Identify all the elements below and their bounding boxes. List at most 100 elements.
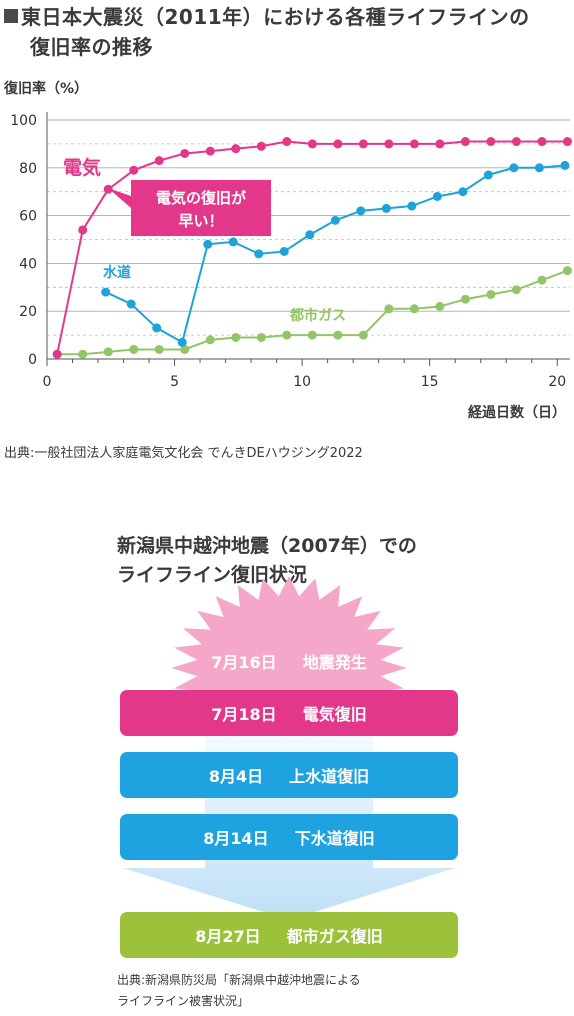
timeline-title-line1: 新潟県中越沖地震（2007年）での xyxy=(117,535,417,557)
title-square-icon xyxy=(4,9,18,23)
data-point xyxy=(511,137,521,147)
x-tick-label: 10 xyxy=(293,374,311,390)
chart-title-line1: 東日本大震災（2011年）における各種ライフラインの xyxy=(4,2,530,32)
data-point xyxy=(509,163,519,173)
data-point xyxy=(203,239,213,249)
timeline-date: 8月14日 xyxy=(203,829,269,848)
y-tick-label: 60 xyxy=(19,209,37,225)
data-point xyxy=(356,206,366,216)
timeline-event: 地震発生 xyxy=(302,653,367,672)
timeline-item-gas: 8月27日 都市ガス復旧 xyxy=(120,912,458,958)
timeline-item-electricity: 7月18日 電気復旧 xyxy=(120,690,458,736)
data-point xyxy=(154,344,164,354)
data-point xyxy=(333,139,343,149)
data-point xyxy=(154,156,164,166)
data-point xyxy=(256,332,266,342)
timeline-item-water: 8月4日 上水道復旧 xyxy=(120,752,458,798)
data-point xyxy=(307,139,317,149)
data-point xyxy=(205,146,215,156)
x-tick-label: 0 xyxy=(43,374,52,390)
data-point xyxy=(256,141,266,151)
data-point xyxy=(279,246,289,256)
data-point xyxy=(205,335,215,345)
timeline-event: 上水道復旧 xyxy=(289,767,370,786)
data-point xyxy=(409,304,419,314)
chart-title: 東日本大震災（2011年）における各種ライフラインの 復旧率の推移 xyxy=(4,2,530,62)
timeline-title: 新潟県中越沖地震（2007年）での ライフライン復旧状況 xyxy=(117,532,417,590)
data-point xyxy=(486,289,496,299)
data-point xyxy=(78,225,88,235)
y-tick-label: 80 xyxy=(19,161,37,177)
timeline-title-line2: ライフライン復旧状況 xyxy=(117,564,308,586)
water-label: 水道 xyxy=(103,264,131,281)
data-point xyxy=(254,249,264,259)
data-point xyxy=(231,332,241,342)
data-point xyxy=(282,137,292,147)
timeline-source-line1: 出典:新潟県防災局「新潟県中越沖地震による xyxy=(117,973,361,987)
y-tick-label: 0 xyxy=(28,352,37,368)
data-point xyxy=(307,330,317,340)
y-axis-label: 復旧率（%） xyxy=(4,81,89,97)
data-point xyxy=(460,294,470,304)
data-point xyxy=(486,137,496,147)
data-point xyxy=(511,285,521,295)
timeline-event: 電気復旧 xyxy=(302,705,367,724)
data-point xyxy=(358,330,368,340)
water-series xyxy=(101,160,570,347)
data-point xyxy=(483,170,493,180)
data-point xyxy=(152,323,162,333)
y-tick-label: 40 xyxy=(19,256,37,272)
callout-text: 電気の復旧が xyxy=(156,189,247,207)
timeline-source-line2: ライフライン被害状況」 xyxy=(117,994,250,1008)
data-point xyxy=(103,184,113,194)
callout-box xyxy=(131,180,271,236)
data-point xyxy=(177,337,187,347)
data-point xyxy=(129,344,139,354)
data-point xyxy=(126,299,136,309)
data-point xyxy=(228,237,238,247)
data-point xyxy=(407,201,417,211)
x-tick-label: 15 xyxy=(421,374,439,390)
data-point xyxy=(330,215,340,225)
timeline-date: 7月18日 xyxy=(211,705,277,724)
x-tick-label: 20 xyxy=(548,374,566,390)
data-point xyxy=(537,275,547,285)
data-point xyxy=(129,165,139,175)
data-point xyxy=(358,139,368,149)
data-point xyxy=(384,139,394,149)
data-point xyxy=(101,287,111,297)
data-point xyxy=(52,349,62,359)
chart-title-line2: 復旧率の推移 xyxy=(30,35,153,59)
data-point xyxy=(409,139,419,149)
data-point xyxy=(180,148,190,158)
data-point xyxy=(384,304,394,314)
timeline-item-sewer: 8月14日 下水道復旧 xyxy=(120,814,458,860)
data-point xyxy=(381,203,391,213)
data-point xyxy=(537,137,547,147)
data-point xyxy=(560,160,570,170)
electricity-label: 電気 xyxy=(63,156,101,179)
x-axis-label: 経過日数（日） xyxy=(468,405,566,421)
timeline-event: 下水道復旧 xyxy=(294,829,375,848)
data-point xyxy=(333,330,343,340)
timeline-date: 8月4日 xyxy=(208,767,264,786)
data-point xyxy=(78,349,88,359)
timeline-date: 8月27日 xyxy=(195,927,261,946)
timeline-item-earthquake: 7月16日 地震発生 xyxy=(120,646,458,676)
data-point xyxy=(305,230,315,240)
timeline-date: 7月16日 xyxy=(211,653,277,672)
data-point xyxy=(231,144,241,154)
callout-text: 早い！ xyxy=(178,212,223,230)
electricity-series xyxy=(52,137,572,359)
y-tick-label: 20 xyxy=(19,304,37,320)
data-point xyxy=(460,137,470,147)
data-point xyxy=(562,266,572,276)
timeline-source: 出典:新潟県防災局「新潟県中越沖地震による ライフライン被害状況」 xyxy=(117,970,361,1012)
y-tick-label: 100 xyxy=(10,113,37,129)
data-point xyxy=(435,139,445,149)
chart-source: 出典:一般社団法人家庭電気文化会 でんきDEハウジング2022 xyxy=(4,446,363,461)
x-tick-label: 5 xyxy=(170,374,179,390)
data-point xyxy=(458,187,468,197)
earthquake-burst-shape xyxy=(171,576,407,700)
